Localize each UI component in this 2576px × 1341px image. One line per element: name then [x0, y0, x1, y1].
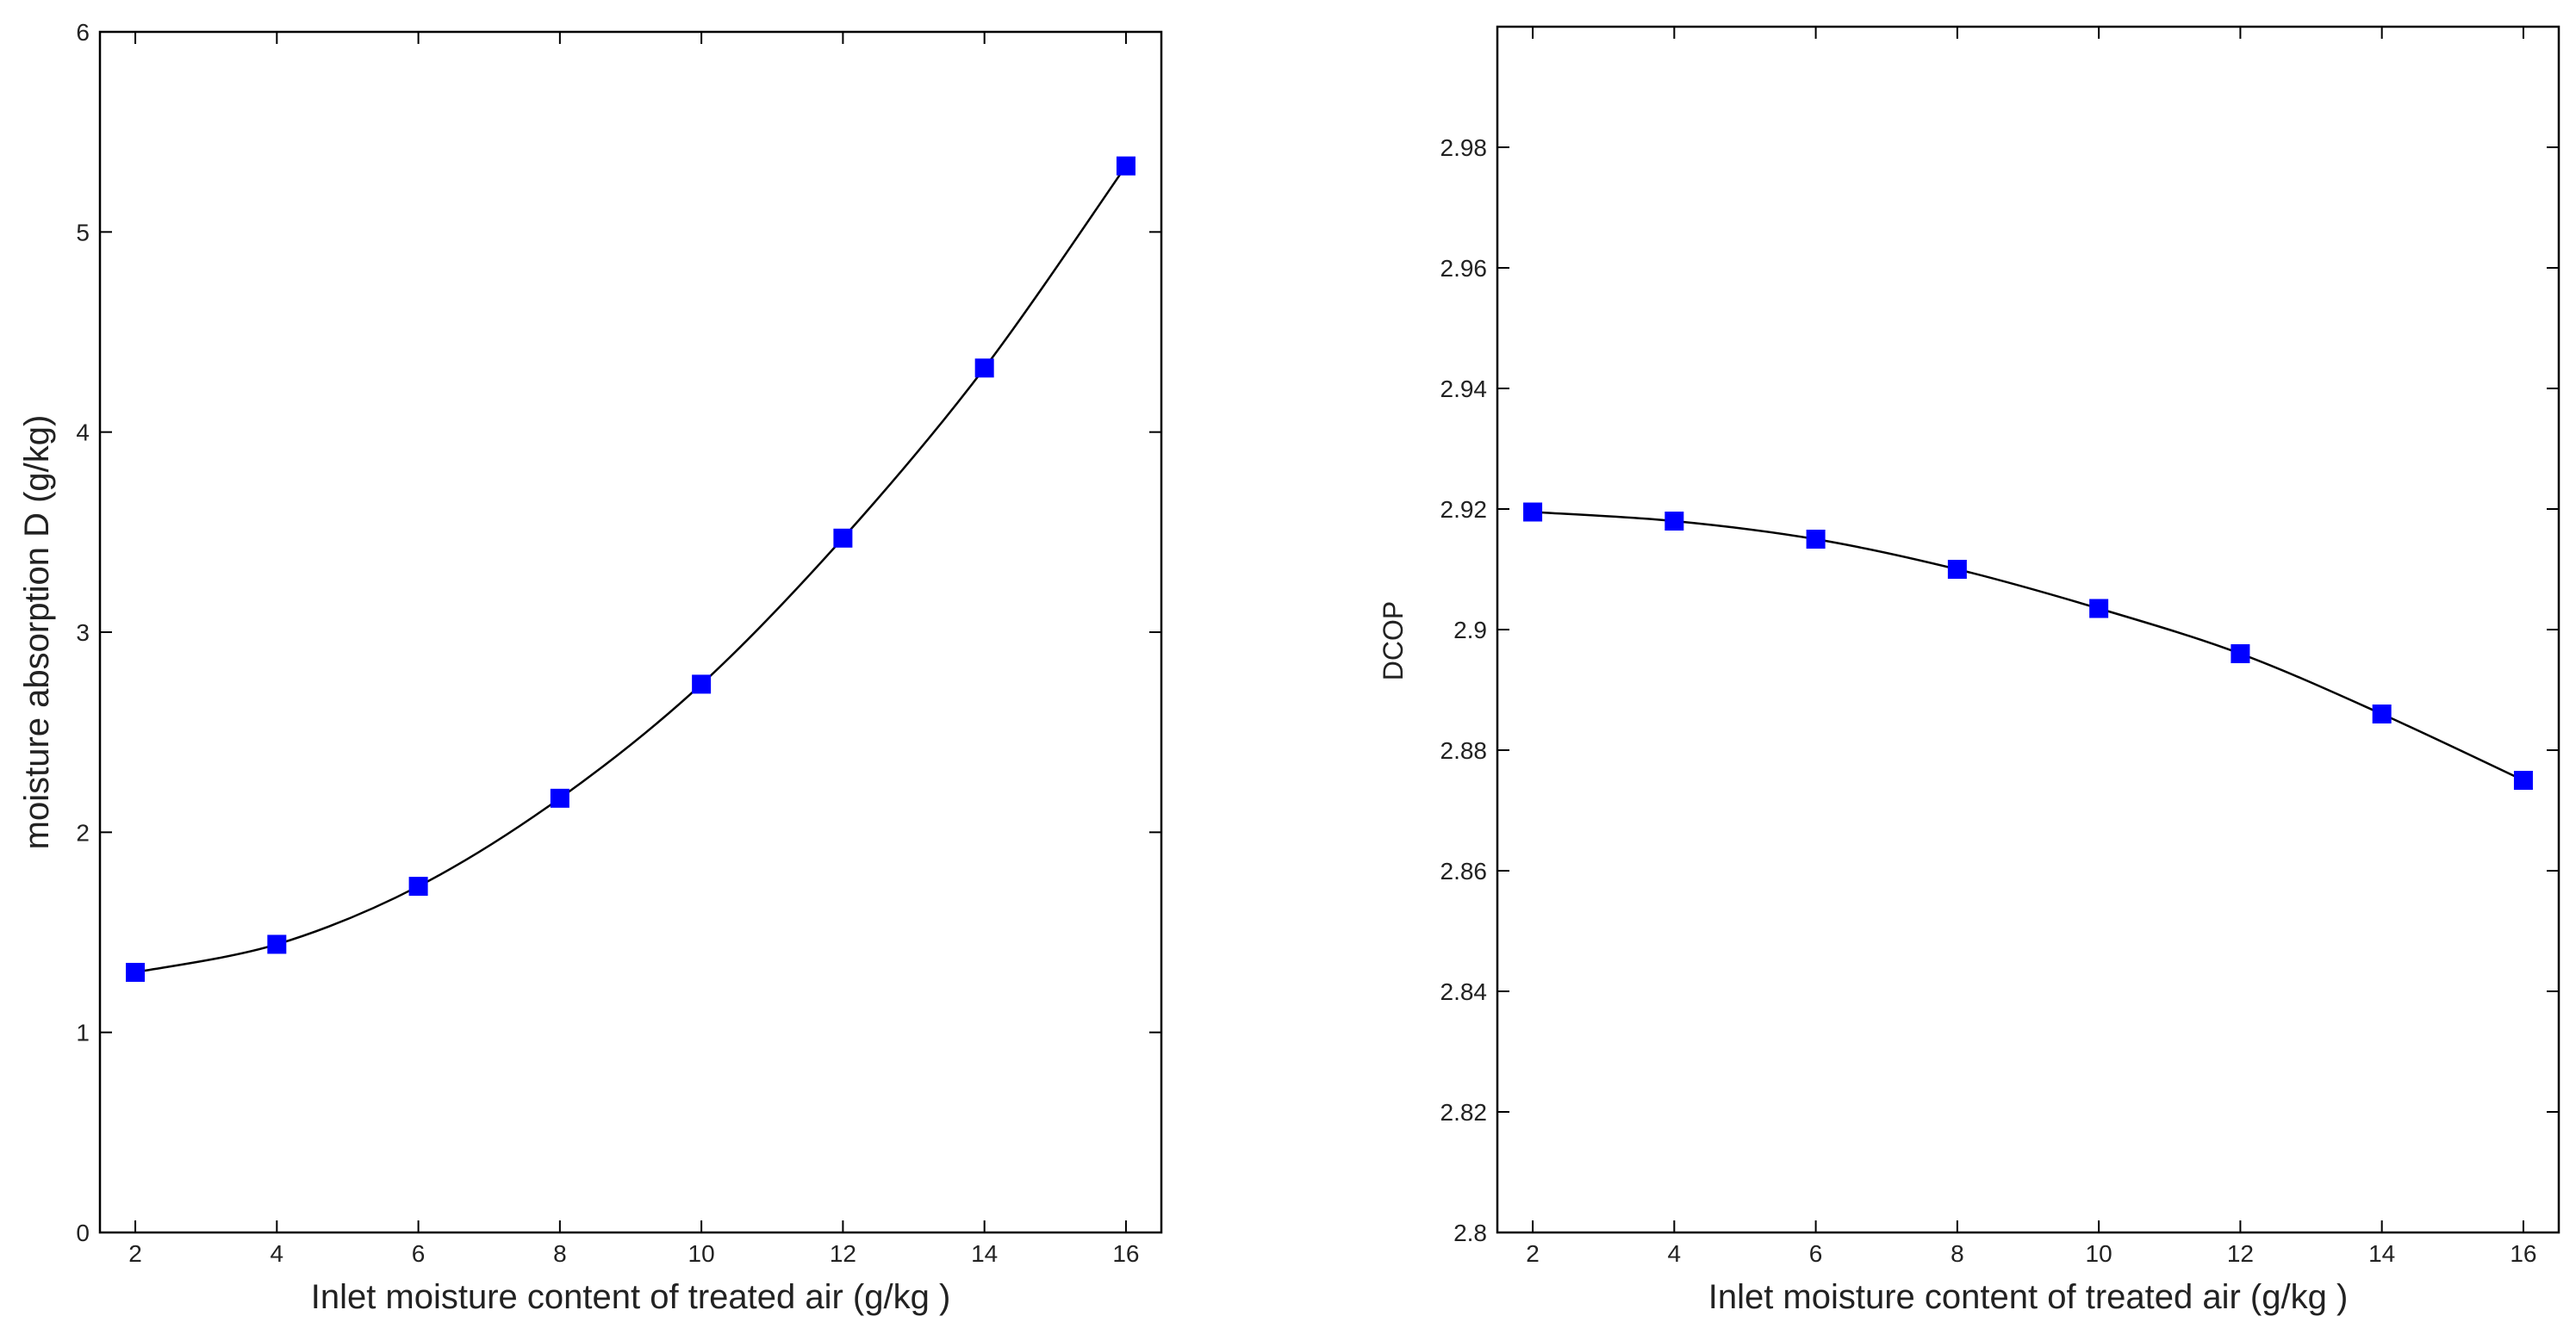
- x-tick-label: 10: [2086, 1240, 2112, 1267]
- data-point-marker: [1806, 530, 1826, 549]
- x-tick-label: 4: [1668, 1240, 1682, 1267]
- y-tick-label: 0: [76, 1220, 90, 1246]
- y-tick-label: 2.82: [1440, 1099, 1488, 1126]
- y-tick-label: 2.8: [1453, 1220, 1487, 1246]
- y-tick-label: 2.96: [1440, 255, 1488, 282]
- data-point-marker: [1116, 156, 1136, 176]
- x-tick-label: 10: [688, 1240, 715, 1267]
- y-tick-label: 2.9: [1453, 617, 1487, 643]
- y-axis-label: DCOP: [1378, 601, 1409, 680]
- chart-dcop: 2 4 6 8 10 12 14 16 2.82.822.842.862.882.92.922…: [1378, 25, 2560, 1316]
- data-point-marker: [1947, 560, 1967, 579]
- data-point-marker: [2513, 771, 2533, 790]
- y-tick-label: 3: [76, 619, 90, 646]
- data-point-marker: [833, 528, 853, 548]
- data-point-marker: [550, 788, 569, 808]
- x-axis-label: Inlet moisture content of treated air (g…: [311, 1278, 951, 1316]
- data-point-marker: [2231, 644, 2250, 663]
- x-tick-label: 8: [553, 1240, 567, 1267]
- x-tick-label: 16: [2510, 1240, 2536, 1267]
- y-axis-label: moisture absorption D (g/kg): [18, 415, 56, 850]
- x-tick-label: 6: [412, 1240, 426, 1267]
- x-tick-label: 12: [830, 1240, 856, 1267]
- x-axis: 2 4 6 8 10 12 14 16: [128, 32, 1140, 1267]
- plot-frame: [98, 30, 1163, 1234]
- x-tick-label: 14: [971, 1240, 998, 1267]
- y-tick-label: 1: [76, 1020, 90, 1046]
- y-tick-label: 2.88: [1440, 737, 1488, 764]
- x-tick-label: 12: [2227, 1240, 2254, 1267]
- y-axis: 2.8 2.82 2.84 2.86 2.88 2.9 2.92 2.94 2.96 2.98: [1440, 134, 2559, 1246]
- data-point-marker: [2089, 599, 2109, 618]
- series-line: [1532, 511, 2524, 782]
- y-tick-label: 6: [76, 19, 90, 46]
- series-group: [126, 156, 1136, 982]
- x-tick-label: 16: [1112, 1240, 1139, 1267]
- data-point-marker: [692, 674, 712, 694]
- y-tick-label: 2: [76, 819, 90, 846]
- x-axis: 2 4 6 8 10 12 14 16: [1526, 27, 2537, 1267]
- x-tick-label: 4: [271, 1240, 284, 1267]
- x-tick-label: 2: [128, 1240, 142, 1267]
- x-axis-label: Inlet moisture content of treated air (g…: [1708, 1278, 2349, 1316]
- data-point-marker: [1664, 512, 1684, 531]
- y-tick-label: 2.94: [1440, 376, 1488, 402]
- data-point-marker: [1523, 502, 1543, 522]
- data-point-marker: [2372, 705, 2392, 723]
- data-point-marker: [126, 962, 146, 982]
- data-point-marker: [974, 358, 994, 378]
- series-group: [1523, 502, 2533, 790]
- y-axis: 0 1 2 3 4 5 6: [76, 19, 1161, 1246]
- y-tick-label: 2.92: [1440, 496, 1488, 523]
- y-tick-label: 2.84: [1440, 978, 1488, 1005]
- series-line: [134, 165, 1127, 974]
- plot-frame: [1496, 25, 2560, 1234]
- x-tick-label: 2: [1526, 1240, 1540, 1267]
- y-tick-label: 2.86: [1440, 858, 1488, 885]
- x-tick-label: 14: [2368, 1240, 2395, 1267]
- data-point-marker: [408, 877, 428, 897]
- data-point-marker: [267, 934, 287, 954]
- y-tick-label: 5: [76, 219, 90, 245]
- y-tick-label: 2.98: [1440, 134, 1488, 161]
- x-tick-label: 6: [1809, 1240, 1823, 1267]
- y-tick-label: 4: [76, 419, 90, 446]
- x-tick-label: 8: [1951, 1240, 1964, 1267]
